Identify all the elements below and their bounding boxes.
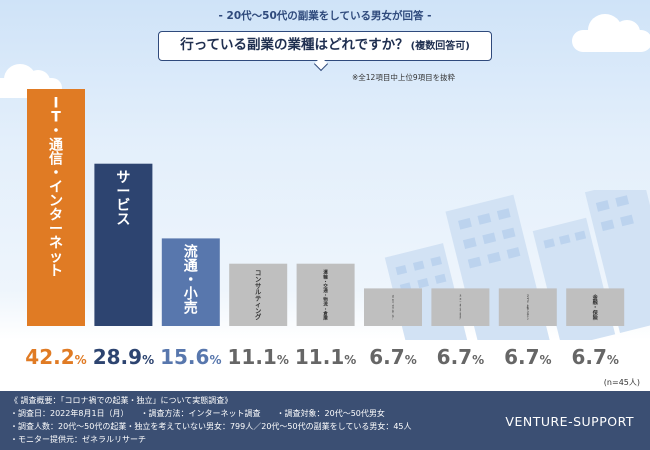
bar-label: 流通・小売 (184, 244, 198, 317)
bar (498, 288, 557, 326)
value-label: 6.7% (571, 345, 618, 369)
bar-sublabel: （素材・食品・医薬品他） (460, 302, 462, 321)
bar (364, 288, 422, 326)
bar-label: メーカー (392, 294, 395, 304)
question-sub: (複数回答可) (410, 41, 470, 52)
footer-line-method: ・調査日：2022年8月1日（月） ・調査方法：インターネット調査 ・調査対象：… (10, 409, 385, 418)
cloud-decoration (572, 14, 650, 52)
sample-size: (n=45人) (604, 378, 640, 387)
excerpt-note: ※全12項目中上位9項目を抜粋 (352, 73, 456, 82)
value-label: 6.7% (369, 345, 416, 369)
question-title: 行っている副業の業種はどれですか？ (複数回答可) (158, 31, 492, 61)
bar-label: 運輸・交通・物流・倉庫 (322, 269, 328, 322)
bar (296, 263, 355, 326)
value-label: 6.7% (504, 345, 551, 369)
value-label: 11.1% (295, 345, 356, 369)
footer-line-provider: ・モニター提供元：ゼネラルリサーチ (10, 435, 146, 444)
bar-label: マスコミ・広告・デザイン (527, 293, 530, 320)
value-label: 6.7% (437, 345, 484, 369)
bar-label: 金融・保険 (592, 293, 599, 322)
bar-label: サービス (116, 170, 130, 228)
bar-label: I T ・通信・インターネット (49, 95, 63, 279)
bar (161, 238, 220, 326)
footer: 《 調査概要：「コロナ禍での起業・独立」について実態調査》 ・調査日：2022年… (0, 391, 650, 450)
bar (229, 263, 288, 326)
bar-label: コンサルティング (255, 269, 262, 321)
bar (566, 288, 625, 326)
bar (94, 163, 153, 326)
bar-sublabel: （機械・電気・電子） (392, 303, 394, 321)
bar-label: メーカー (459, 294, 461, 303)
footer-line-overview: 《 調査概要：「コロナ禍での起業・独立」について実態調査》 (10, 396, 233, 405)
value-label: 42.2% (25, 345, 86, 369)
value-label: 11.1% (228, 345, 289, 369)
footer-line-count: ・調査人数：20代～50代の起業・独立を考えていない男女：799人／20代～50… (10, 422, 412, 431)
brand-logo: VENTURE-SUPPORT (505, 414, 634, 429)
value-label: 15.6% (160, 345, 221, 369)
bar (431, 288, 490, 326)
question-text: 行っている副業の業種はどれですか？ (180, 37, 409, 53)
value-label: 28.9% (93, 345, 154, 369)
bar (27, 89, 85, 326)
survey-subtitle: - 20代～50代の副業をしている男女が回答 - (218, 10, 432, 22)
